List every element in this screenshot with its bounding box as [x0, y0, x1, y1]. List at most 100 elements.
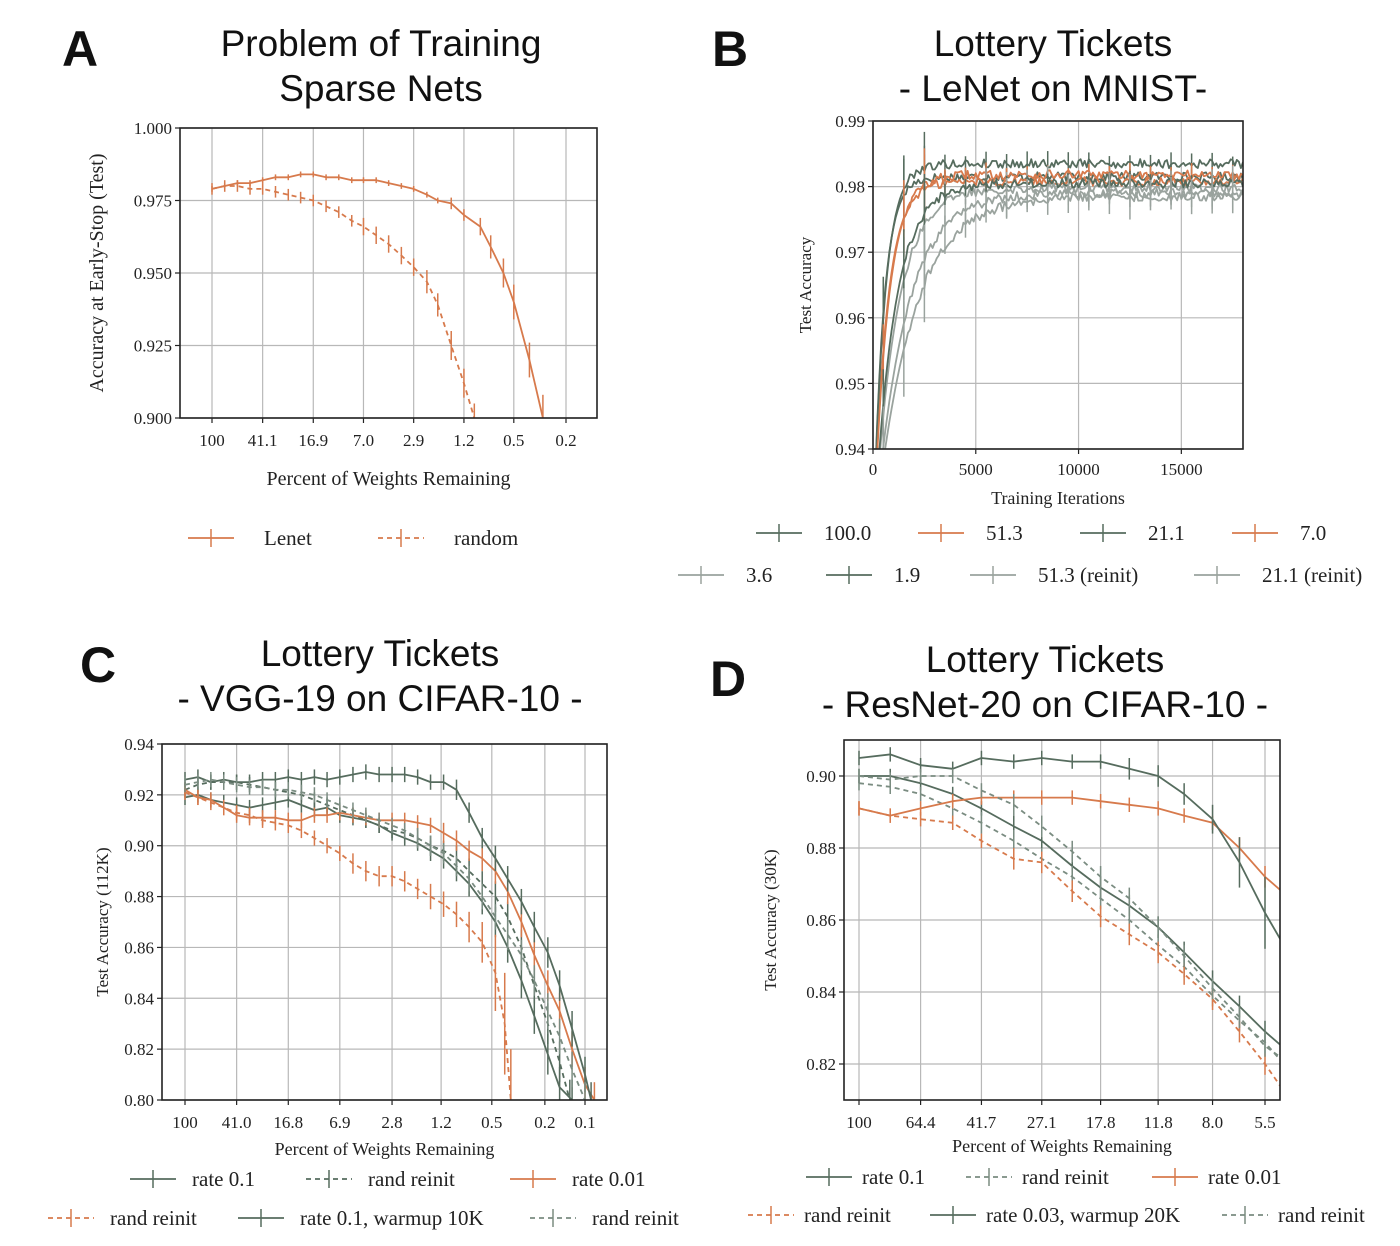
legend-label: rate 0.03, warmup 20K	[986, 1203, 1180, 1227]
series-line	[184, 778, 586, 1100]
x-tick-label: 0	[869, 460, 878, 479]
x-axis-label: Training Iterations	[991, 488, 1125, 508]
legend-entry: rate 0.1, warmup 10K	[238, 1206, 484, 1230]
plot-frame	[843, 739, 1281, 1101]
legend-label: 3.6	[746, 563, 772, 587]
series-line	[858, 753, 1280, 941]
x-tick-label: 0.2	[555, 431, 576, 450]
series-line	[859, 775, 1280, 1046]
legend-label: rand reinit	[368, 1167, 455, 1191]
panel-a-title-line2: Sparse Nets	[279, 68, 483, 109]
panel-b: B Lottery Tickets - LeNet on MNIST- 0 500…	[678, 21, 1362, 587]
legend-entry: 21.1	[1080, 521, 1185, 545]
legend-entry: 21.1 (reinit)	[1194, 563, 1362, 587]
panel-d: D Lottery Tickets - ResNet-20 on CIFAR-1…	[710, 639, 1365, 1227]
y-tick-label: 0.94	[835, 440, 865, 459]
legend-entry: Lenet	[188, 526, 312, 550]
legend-entry: 51.3	[918, 521, 1023, 545]
x-tick-label: 17.8	[1086, 1113, 1116, 1132]
x-tick-label: 64.4	[906, 1113, 936, 1132]
legend-label: rate 0.1	[192, 1167, 255, 1191]
x-axis-label: Percent of Weights Remaining	[266, 468, 510, 490]
y-tick-label: 0.900	[134, 409, 172, 428]
legend-label: Lenet	[264, 526, 312, 550]
plot-frame	[872, 120, 1244, 450]
series-line	[858, 807, 1280, 1088]
x-tick-label: 10000	[1057, 460, 1100, 479]
legend-entry: random	[378, 526, 518, 550]
x-tick-label: 2.8	[381, 1113, 402, 1132]
x-tick-label: 16.8	[273, 1113, 303, 1132]
x-tick-label: 5000	[959, 460, 993, 479]
series-line	[184, 789, 596, 1100]
legend-label: random	[454, 526, 518, 550]
series-line	[211, 185, 476, 418]
series-line	[858, 796, 1280, 891]
y-axis-label: Test Accuracy (30K)	[761, 849, 780, 990]
y-tick-label: 0.82	[124, 1040, 154, 1059]
legend-label: rand reinit	[804, 1203, 891, 1227]
y-tick-label: 0.86	[806, 911, 836, 930]
legend-label: 21.1	[1148, 521, 1185, 545]
legend-label: rand reinit	[1022, 1165, 1109, 1189]
legend-label: rate 0.01	[1208, 1165, 1281, 1189]
legend-entry: rate 0.01	[1152, 1165, 1281, 1189]
x-tick-label: 15000	[1160, 460, 1203, 479]
legend-label: rand reinit	[592, 1206, 679, 1230]
legend-entry: rand reinit	[306, 1167, 455, 1191]
panel-c-title-line2: - VGG-19 on CIFAR-10 -	[177, 678, 582, 719]
y-tick-label: 0.84	[124, 989, 154, 1008]
plot-area	[184, 764, 596, 1100]
legend-entry: rand reinit	[48, 1206, 197, 1230]
y-tick-label: 0.88	[124, 888, 154, 907]
y-tick-label: 0.96	[835, 309, 865, 328]
panel-d-title-line1: Lottery Tickets	[926, 639, 1165, 680]
y-tick-label: 0.97	[835, 243, 865, 262]
legend-entry: rand reinit	[966, 1165, 1109, 1189]
x-tick-label: 41.0	[222, 1113, 252, 1132]
panel-b-title-line1: Lottery Tickets	[934, 23, 1173, 64]
panel-c-letter: C	[80, 637, 116, 693]
x-tick-label: 0.5	[481, 1113, 502, 1132]
panel-d-title-line2: - ResNet-20 on CIFAR-10 -	[822, 684, 1268, 725]
x-tick-label: 27.1	[1027, 1113, 1057, 1132]
plot-area	[858, 747, 1280, 1088]
y-tick-label: 0.94	[124, 735, 154, 754]
panel-a-letter: A	[62, 21, 98, 77]
y-tick-label: 0.88	[806, 839, 836, 858]
plot-area	[875, 131, 1243, 449]
y-tick-label: 0.82	[806, 1055, 836, 1074]
x-tick-label: 100	[172, 1113, 198, 1132]
legend-label: rand reinit	[1278, 1203, 1365, 1227]
legend-entry: rate 0.01	[510, 1167, 645, 1191]
legend-entry: 7.0	[1232, 521, 1326, 545]
panel-c: C Lottery Tickets - VGG-19 on CIFAR-10 -…	[48, 633, 679, 1230]
legend-entry: 3.6	[678, 563, 772, 587]
series-line	[884, 191, 1243, 449]
legend-entry: rate 0.03, warmup 20K	[930, 1203, 1180, 1227]
y-tick-label: 0.90	[124, 837, 154, 856]
legend-label: 51.3 (reinit)	[1038, 563, 1138, 587]
plot-frame	[161, 743, 608, 1101]
x-tick-label: 2.9	[403, 431, 424, 450]
y-tick-label: 0.975	[134, 192, 172, 211]
x-tick-label: 1.2	[430, 1113, 451, 1132]
series-line	[858, 775, 1280, 1058]
y-tick-label: 0.80	[124, 1091, 154, 1110]
y-tick-label: 0.950	[134, 264, 172, 283]
series-line	[858, 782, 1280, 1062]
series-line	[211, 173, 544, 418]
legend-label: rate 0.01	[572, 1167, 645, 1191]
y-tick-label: 0.98	[835, 178, 865, 197]
x-tick-label: 8.0	[1202, 1113, 1223, 1132]
legend-entry: 100.0	[756, 521, 871, 545]
y-tick-label: 0.95	[835, 374, 865, 393]
legend-label: 100.0	[824, 521, 871, 545]
x-tick-label: 0.1	[574, 1113, 595, 1132]
legend-entry: rate 0.1	[806, 1165, 925, 1189]
x-tick-label: 100	[199, 431, 225, 450]
series-line	[878, 177, 1243, 449]
panel-b-letter: B	[712, 21, 748, 77]
panel-a-title-line1: Problem of Training	[221, 23, 542, 64]
